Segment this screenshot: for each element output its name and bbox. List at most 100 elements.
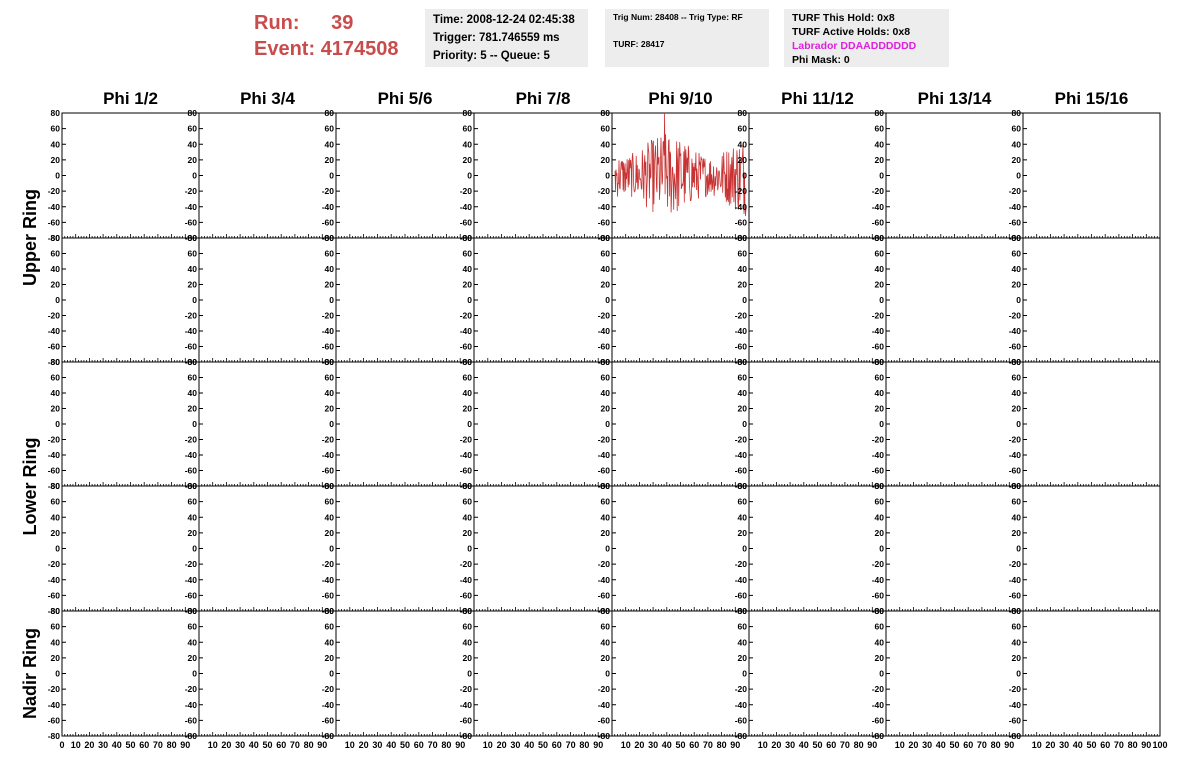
x-tick-label: 50	[812, 740, 822, 750]
y-tick-label: 60	[1012, 622, 1022, 632]
y-tick-label: 80	[601, 481, 611, 491]
y-tick-label: -40	[185, 575, 198, 585]
event-line: Event: 4174508	[254, 36, 399, 62]
x-tick-label: 60	[276, 740, 286, 750]
x-tick-label: 80	[304, 740, 314, 750]
y-tick-label: 0	[192, 419, 197, 429]
x-tick-label: 10	[208, 740, 218, 750]
trig-info-box: Trig Num: 28408 -- Trig Type: RF TURF: 2…	[605, 9, 769, 67]
y-tick-label: -60	[185, 466, 198, 476]
y-tick-label: 60	[601, 497, 611, 507]
y-tick-label: 0	[467, 171, 472, 181]
y-tick-label: -40	[460, 202, 473, 212]
y-tick-label: -60	[185, 590, 198, 600]
y-tick-label: -20	[185, 186, 198, 196]
y-tick-label: 80	[188, 481, 198, 491]
panel-frame	[198, 610, 337, 737]
y-tick-label: -60	[185, 217, 198, 227]
y-tick-label: -60	[1009, 715, 1022, 725]
x-tick-label: 70	[566, 740, 576, 750]
y-tick-label: -60	[735, 466, 748, 476]
y-tick-label: 20	[738, 528, 748, 538]
y-tick-label: -60	[735, 590, 748, 600]
y-tick-label: 60	[463, 124, 473, 134]
panel-frame	[1022, 237, 1161, 363]
y-tick-label: 60	[463, 497, 473, 507]
x-tick-label: 10	[345, 740, 355, 750]
y-tick-label: 20	[1012, 155, 1022, 165]
x-tick-label: 70	[153, 740, 163, 750]
y-tick-label: 80	[875, 606, 885, 616]
y-tick-label: -40	[322, 326, 335, 336]
panel-frame	[885, 610, 1024, 737]
y-tick-label: 40	[1012, 264, 1022, 274]
x-tick-label: 50	[538, 740, 548, 750]
y-tick-label: -40	[1009, 700, 1022, 710]
this-hold-text: TURF This Hold: 0x8	[792, 12, 895, 24]
y-tick-label: 80	[463, 108, 473, 118]
y-tick-label: -20	[185, 435, 198, 445]
x-tick-label: 40	[936, 740, 946, 750]
x-tick-label: 40	[386, 740, 396, 750]
y-tick-label: -40	[322, 575, 335, 585]
y-tick-label: -20	[872, 435, 885, 445]
x-tick-label: 60	[139, 740, 149, 750]
x-tick-label: 30	[648, 740, 658, 750]
y-tick-label: -60	[185, 715, 198, 725]
y-tick-label: -60	[872, 217, 885, 227]
x-tick-label: 20	[497, 740, 507, 750]
x-tick-label: 30	[922, 740, 932, 750]
panel-frame	[748, 361, 887, 487]
x-tick-label: 10	[483, 740, 493, 750]
y-tick-label: 60	[1012, 373, 1022, 383]
column-title-4: Phi 7/8	[516, 89, 571, 108]
y-tick-label: -40	[598, 326, 611, 336]
y-tick-label: 80	[875, 108, 885, 118]
y-tick-label: -40	[322, 202, 335, 212]
y-tick-label: 40	[875, 264, 885, 274]
y-tick-label: 80	[51, 233, 61, 243]
y-tick-label: -20	[48, 559, 61, 569]
y-tick-label: -40	[1009, 575, 1022, 585]
y-tick-label: 60	[188, 249, 198, 259]
y-tick-label: 80	[325, 108, 335, 118]
y-tick-label: -40	[872, 450, 885, 460]
y-tick-label: 60	[51, 124, 61, 134]
y-tick-label: 60	[875, 249, 885, 259]
y-tick-label: -40	[48, 450, 61, 460]
y-tick-label: 40	[875, 139, 885, 149]
y-tick-label: 20	[738, 404, 748, 414]
y-tick-label: -20	[872, 186, 885, 196]
phi-mask-text: Phi Mask: 0	[792, 54, 850, 66]
y-tick-label: 0	[605, 171, 610, 181]
x-tick-label: 0	[59, 740, 64, 750]
y-tick-label: -20	[1009, 435, 1022, 445]
y-tick-label: -20	[735, 559, 748, 569]
y-tick-label: 40	[738, 139, 748, 149]
panel-frame	[61, 485, 200, 612]
x-tick-label: 30	[785, 740, 795, 750]
x-tick-label: 70	[290, 740, 300, 750]
event-value: 4174508	[320, 38, 399, 60]
x-tick-label: 60	[1100, 740, 1110, 750]
y-tick-label: 80	[875, 357, 885, 367]
y-tick-label: -40	[48, 700, 61, 710]
y-tick-label: 20	[601, 653, 611, 663]
x-tick-label: 50	[400, 740, 410, 750]
y-tick-label: -40	[1009, 326, 1022, 336]
y-tick-label: 40	[188, 512, 198, 522]
y-tick-label: -60	[598, 590, 611, 600]
y-tick-label: 80	[1012, 233, 1022, 243]
y-tick-label: 40	[463, 512, 473, 522]
y-tick-label: 60	[738, 497, 748, 507]
panel-frame	[885, 485, 1024, 612]
y-tick-label: -60	[872, 342, 885, 352]
panel-frame	[611, 610, 750, 737]
panel-frame	[473, 361, 613, 487]
panel-frame	[885, 112, 1024, 239]
x-tick-label: 10	[758, 740, 768, 750]
y-tick-label: -20	[598, 435, 611, 445]
y-tick-label: 20	[738, 280, 748, 290]
y-tick-label: 60	[51, 373, 61, 383]
x-tick-label: 30	[372, 740, 382, 750]
